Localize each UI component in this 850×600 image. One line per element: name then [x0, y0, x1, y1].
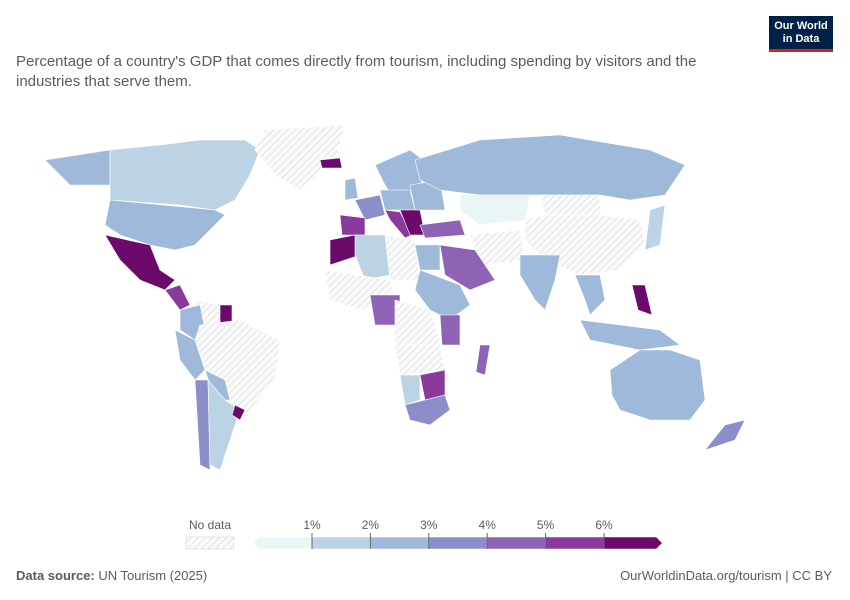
country[interactable] [609, 349, 706, 421]
country[interactable] [644, 204, 666, 251]
world-map: No data 1% 2% 3% 4% 5% 6% [44, 124, 746, 550]
country[interactable] [579, 319, 681, 351]
country[interactable] [354, 234, 391, 281]
country[interactable] [519, 254, 561, 311]
legend-bin [545, 536, 605, 550]
country[interactable] [231, 404, 246, 421]
country[interactable] [439, 244, 496, 291]
country[interactable] [354, 194, 386, 221]
country[interactable] [164, 284, 191, 311]
country[interactable] [379, 189, 416, 211]
legend-tick-label: 4% [479, 518, 497, 532]
country[interactable] [339, 214, 366, 236]
country[interactable] [194, 379, 221, 476]
footer-source: Data source: UN Tourism (2025) [16, 568, 207, 583]
country[interactable] [104, 234, 176, 291]
legend-bin [486, 536, 546, 550]
country[interactable] [254, 124, 346, 191]
country[interactable] [174, 329, 206, 381]
country[interactable] [419, 369, 446, 401]
legend-no-data-label: No data [189, 518, 231, 532]
country[interactable] [414, 244, 441, 271]
legend-bin [370, 536, 430, 550]
source-label: Data source: [16, 568, 95, 583]
country[interactable] [319, 157, 343, 169]
country[interactable] [44, 149, 111, 186]
country[interactable] [109, 139, 261, 211]
country[interactable] [539, 194, 601, 216]
legend-bin [428, 536, 488, 550]
country[interactable] [404, 394, 451, 426]
legend-bin [253, 536, 313, 550]
country[interactable] [384, 234, 421, 281]
source: UN Tourism (2025) [98, 568, 208, 583]
legend-tick-label: 2% [362, 518, 380, 532]
country[interactable] [394, 344, 446, 376]
legend-tick-label: 6% [595, 518, 613, 532]
logo-line: in Data [782, 33, 820, 45]
country[interactable] [574, 274, 606, 316]
country[interactable] [475, 344, 491, 376]
country[interactable] [384, 209, 413, 239]
country[interactable] [419, 219, 466, 239]
legend-tick-label: 1% [303, 518, 321, 532]
country[interactable] [207, 379, 241, 471]
country[interactable] [104, 199, 226, 251]
country[interactable] [439, 314, 461, 346]
legend-tick-label: 3% [420, 518, 438, 532]
legend-tick-label: 5% [537, 518, 555, 532]
country[interactable] [399, 374, 421, 406]
title: Percentage of a country's GDP that comes… [16, 53, 697, 90]
logo[interactable]: Our World in Data [769, 16, 833, 52]
country[interactable] [704, 419, 746, 451]
country[interactable] [459, 194, 531, 226]
legend-bin [311, 536, 371, 550]
country[interactable] [631, 284, 653, 316]
country[interactable] [414, 134, 686, 201]
legend-bin [603, 536, 663, 550]
country[interactable] [344, 177, 359, 201]
legend-no-data-swatch [185, 536, 235, 550]
logo-line: Our World [774, 20, 828, 32]
footer-url[interactable]: OurWorldinData.org/tourism | CC BY [620, 568, 832, 583]
